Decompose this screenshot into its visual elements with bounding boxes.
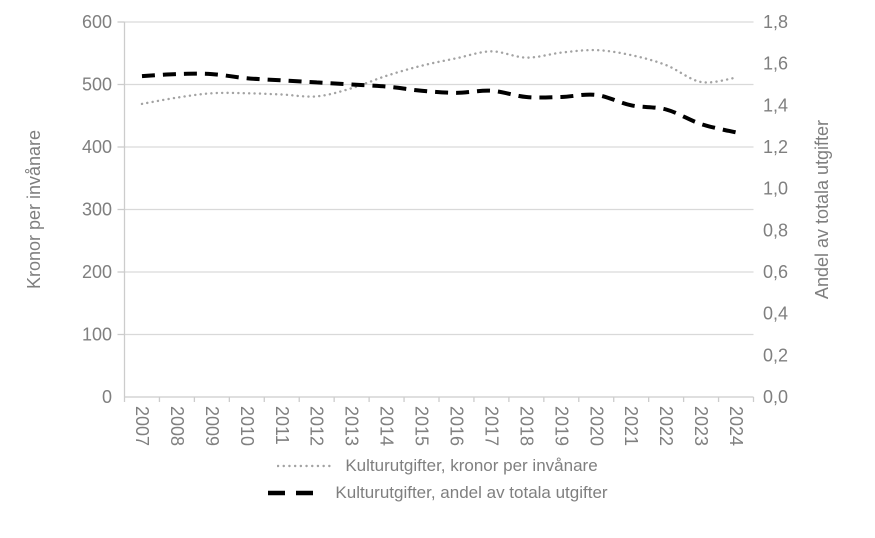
left-axis-tick-label: 600 (82, 12, 112, 32)
x-axis-tick-label: 2022 (656, 406, 676, 446)
chart-legend: Kulturutgifter, kronor per invånare Kult… (0, 456, 875, 503)
left-axis-tick-label: 100 (82, 325, 112, 345)
x-axis-tick-label: 2013 (342, 406, 362, 446)
x-axis-tick-label: 2012 (307, 406, 327, 446)
right-axis-tick-label: 0,6 (763, 262, 788, 282)
x-axis-tick-label: 2024 (726, 406, 746, 446)
series-line-kronor-per-invanare (140, 48, 738, 106)
x-axis-tick-label: 2017 (481, 406, 501, 446)
x-axis-tick-label: 2014 (377, 406, 397, 446)
left-axis-tick-label: 400 (82, 137, 112, 157)
x-axis-tick-label: 2008 (167, 406, 187, 446)
legend-label-andel: Kulturutgifter, andel av totala utgifter (335, 483, 608, 502)
right-axis-tick-label: 0,2 (763, 345, 788, 365)
x-axis-tick-label: 2015 (412, 406, 432, 446)
x-axis-tick-label: 2023 (691, 406, 711, 446)
left-axis-tick-label: 0 (102, 387, 112, 407)
right-axis-tick-label: 0,8 (763, 220, 788, 240)
right-axis-tick-label: 1,0 (763, 179, 788, 199)
legend-item-kronor: Kulturutgifter, kronor per invånare (277, 456, 598, 476)
right-axis-tick-label: 1,6 (763, 54, 788, 74)
left-axis-tick-label: 300 (82, 200, 112, 220)
series-line-andel-av-totala-utgifter (141, 71, 737, 135)
right-axis-tick-label: 1,8 (763, 12, 788, 32)
x-axis-tick-label: 2018 (516, 406, 536, 446)
left-axis-tick-label: 200 (82, 262, 112, 282)
x-axis-tick-label: 2020 (586, 406, 606, 446)
x-axis-tick-label: 2021 (621, 406, 641, 446)
chart-canvas: 0 100 200 300 400 500 600 0,0 0,2 0,4 0,6 0,8 1,0 1,2… (24, 12, 832, 446)
x-axis-tick-label: 2010 (237, 406, 257, 446)
right-axis-title: Andel av totala utgifter (812, 120, 832, 299)
x-axis-tick-label: 2011 (272, 406, 292, 445)
left-axis-tick-label: 500 (82, 75, 112, 95)
right-axis-tick-label: 1,4 (763, 95, 788, 115)
legend-label-kronor: Kulturutgifter, kronor per invånare (345, 456, 598, 475)
right-axis-tick-label: 1,2 (763, 137, 788, 157)
legend-marker-dotted-line (277, 464, 336, 468)
legend-marker-dashed-line (268, 490, 325, 496)
right-axis-tick-label: 0,4 (763, 304, 788, 324)
x-axis-tick-label: 2009 (202, 406, 222, 446)
right-axis-tick-label: 0,0 (763, 387, 788, 407)
legend-item-andel: Kulturutgifter, andel av totala utgifter (267, 483, 608, 503)
x-axis-tick-label: 2019 (551, 406, 571, 446)
left-axis-title: Kronor per invånare (24, 130, 44, 289)
x-axis-tick-label: 2007 (132, 406, 152, 446)
x-axis-tick-label: 2016 (446, 406, 466, 446)
